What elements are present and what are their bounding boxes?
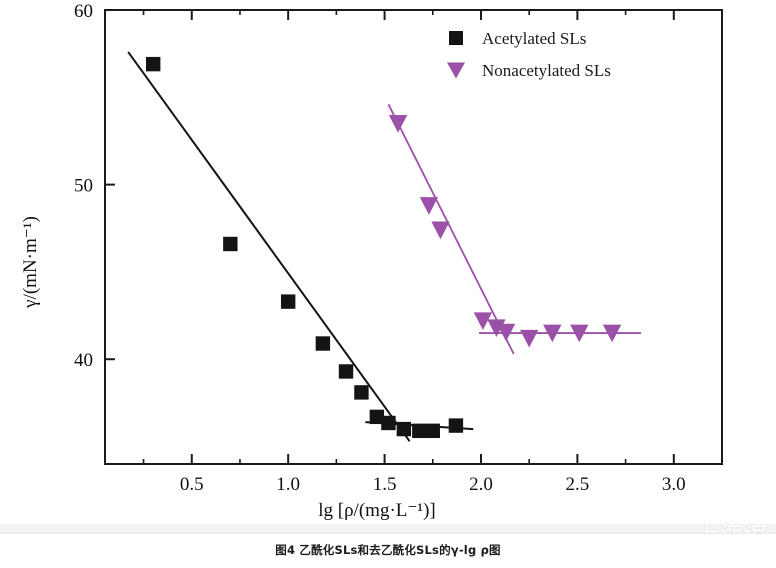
data-point-square [354,385,369,400]
x-tick-label: 1.0 [276,474,300,495]
x-axis-tick-labels: 0.5 1.0 1.5 2.0 2.5 3.0 [180,474,686,495]
y-axis-label: γ/(mN·m⁻¹) [20,216,41,309]
legend-label-1: Acetylated SLs [482,29,586,48]
legend-marker-triangle [447,62,465,79]
data-point-triangle [388,115,408,133]
data-points [146,56,622,439]
y-tick-label: 40 [74,350,93,371]
figure-caption: 图4 乙酰化SLs和去乙酰化SLs的γ-lg ρ图 [275,543,501,557]
x-tick-label: 3.0 [662,474,686,495]
data-point-square [146,56,161,72]
data-point-square [280,294,296,309]
legend-label-2: Nonacetylated SLs [482,61,611,80]
data-point-square [223,236,238,252]
data-point-triangle [602,324,622,343]
plot-frame [104,9,723,465]
x-tick-label: 1.5 [373,474,397,495]
data-point-square [425,423,440,439]
data-point-square [396,421,412,437]
data-point-square [448,418,464,433]
data-point-square [381,415,396,431]
data-point-square [412,423,427,439]
fit-line-descending [387,103,515,355]
data-point-triangle [473,312,493,331]
legend-marker-square [449,31,463,45]
x-tick-label: 0.5 [180,474,204,495]
x-tick-label: 2.0 [469,474,493,495]
y-tick-label: 50 [74,176,93,197]
data-point-square [338,364,354,379]
y-axis-ticks [105,183,115,361]
data-point-triangle [419,197,439,215]
y-axis-tick-labels: 40 50 60 [74,1,93,371]
caption-bar [0,533,776,568]
chart-legend: Acetylated SLs Nonacetylated SLs [447,29,611,80]
data-point-square [315,336,331,351]
fit-line-descending [127,51,411,442]
data-point-triangle [496,323,516,342]
x-axis-label: lg [ρ/(mg·L⁻¹)] [318,500,436,521]
data-point-square [369,409,385,425]
watermark-strip [0,524,776,533]
data-point-triangle [543,324,562,343]
data-point-triangle [431,221,450,240]
y-tick-label: 60 [74,1,93,22]
data-point-triangle [519,329,539,348]
x-tick-label: 2.5 [566,474,590,495]
x-axis-ticks [142,10,675,464]
data-point-triangle [570,324,589,343]
